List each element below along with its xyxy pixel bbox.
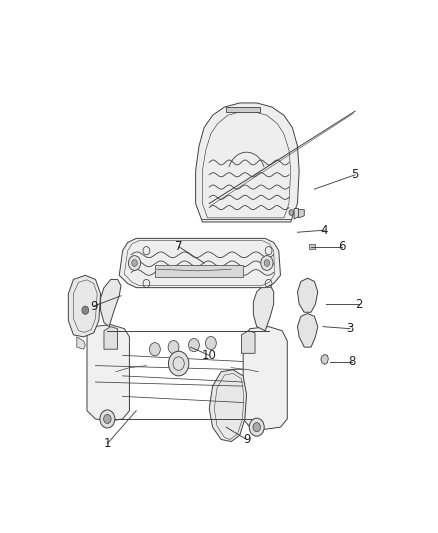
Polygon shape (104, 327, 117, 349)
Circle shape (168, 341, 179, 354)
Circle shape (289, 209, 294, 215)
Circle shape (264, 260, 270, 266)
Polygon shape (321, 354, 328, 365)
Text: 4: 4 (321, 224, 328, 237)
Circle shape (253, 423, 261, 432)
Text: 5: 5 (351, 168, 359, 181)
Polygon shape (294, 208, 298, 219)
Circle shape (82, 306, 88, 314)
Text: 10: 10 (202, 349, 217, 362)
Polygon shape (101, 279, 121, 327)
Polygon shape (196, 103, 299, 222)
Circle shape (249, 418, 264, 436)
Bar (309, 244, 315, 249)
Polygon shape (253, 286, 274, 330)
Polygon shape (119, 238, 280, 288)
Polygon shape (298, 209, 304, 218)
Text: 2: 2 (355, 297, 362, 311)
Polygon shape (241, 330, 255, 353)
Text: 1: 1 (104, 437, 111, 450)
Polygon shape (243, 327, 287, 429)
Circle shape (100, 410, 115, 428)
Text: 7: 7 (175, 240, 182, 253)
Polygon shape (68, 276, 101, 337)
Text: 6: 6 (338, 240, 345, 253)
Circle shape (132, 260, 137, 266)
Text: 3: 3 (346, 322, 354, 335)
Polygon shape (297, 313, 318, 347)
Bar (226, 108, 260, 112)
Polygon shape (209, 370, 247, 441)
Bar (155, 265, 243, 277)
Polygon shape (297, 278, 318, 312)
Text: 9: 9 (90, 300, 98, 312)
Circle shape (205, 336, 216, 350)
Text: 9: 9 (243, 433, 250, 446)
Polygon shape (87, 325, 130, 421)
Circle shape (188, 338, 199, 352)
Circle shape (149, 343, 160, 356)
Circle shape (104, 415, 111, 424)
Polygon shape (77, 337, 85, 349)
Circle shape (169, 351, 189, 376)
Circle shape (261, 256, 273, 270)
Text: 8: 8 (348, 355, 356, 368)
Circle shape (128, 256, 141, 270)
